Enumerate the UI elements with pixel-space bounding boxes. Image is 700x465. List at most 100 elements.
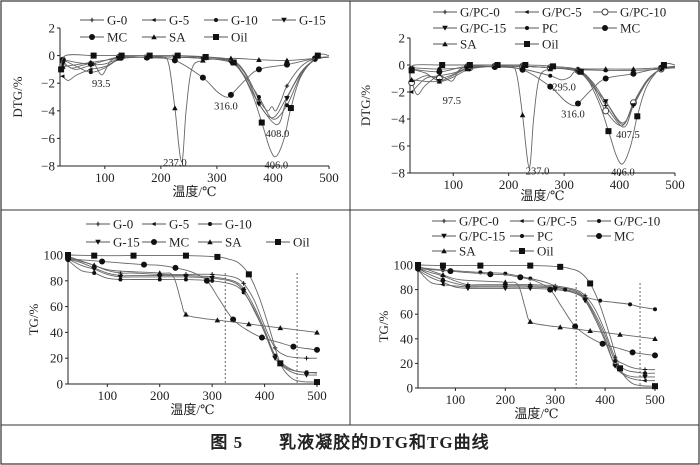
data-point (314, 346, 320, 353)
legend-marker (89, 34, 95, 40)
data-point (557, 324, 563, 330)
y-tick-label: 40 (50, 325, 63, 340)
data-point (582, 298, 588, 304)
x-tick-label: 400 (595, 392, 615, 407)
y-tick-label: 0 (407, 381, 414, 396)
y-axis-label: DTG/% (358, 85, 373, 126)
series-mc (415, 265, 658, 359)
legend-label: G-10 (231, 13, 258, 28)
data-point (90, 52, 97, 59)
series-line (60, 53, 330, 158)
x-tick-label: 500 (645, 392, 665, 407)
legend-item: Oil (510, 244, 554, 259)
legend-item: Oil (266, 235, 310, 250)
x-axis-label: 温度/℃ (514, 406, 558, 421)
data-point (547, 83, 554, 90)
x-tick-label: 100 (98, 388, 118, 403)
data-point (241, 281, 246, 286)
data-point (602, 107, 610, 115)
data-point (630, 70, 637, 77)
y-tick-label: −6 (391, 139, 405, 154)
y-tick-label: 2 (399, 31, 406, 46)
data-point (209, 275, 215, 282)
legend-label: SA (169, 30, 186, 45)
y-tick-label: 60 (50, 299, 63, 314)
data-point (118, 52, 125, 59)
y-tick-label: −4 (41, 103, 55, 118)
data-point (642, 378, 647, 383)
series-oil (58, 52, 330, 158)
legend-marker (95, 239, 101, 245)
data-point (60, 74, 65, 79)
data-point (557, 263, 564, 270)
legend-item: G-10 (204, 13, 258, 28)
data-point (256, 95, 261, 99)
data-point (91, 262, 98, 268)
legend-marker (89, 17, 95, 23)
x-tick-label: 400 (255, 388, 275, 403)
data-point (272, 355, 278, 361)
data-point (256, 56, 262, 62)
series-line (417, 268, 656, 356)
y-tick-label: 0 (49, 48, 56, 63)
data-point (228, 55, 234, 61)
legend-label: G-0 (113, 217, 133, 232)
data-point (202, 53, 209, 60)
peak-annotation: 406.0 (265, 161, 289, 172)
series-sa (65, 253, 320, 335)
data-point (214, 253, 221, 260)
legend-label: PC (542, 21, 558, 36)
data-point (464, 66, 470, 72)
data-point (550, 63, 557, 70)
data-point (230, 316, 237, 323)
legend-marker (151, 222, 156, 226)
legend-label: Oil (537, 244, 554, 259)
data-point (436, 78, 443, 84)
data-point (156, 274, 163, 280)
legend-item: SA (432, 244, 476, 259)
x-axis-label: 温度/℃ (170, 402, 214, 417)
data-point (284, 57, 290, 63)
data-point (246, 321, 252, 327)
x-tick-label: 300 (545, 392, 565, 407)
legend-item: G-10 (198, 217, 252, 232)
x-tick-label: 300 (554, 177, 574, 192)
series-line (67, 258, 318, 376)
data-point (314, 379, 320, 386)
data-point (171, 57, 178, 64)
data-point (415, 262, 421, 268)
legend-marker (208, 222, 212, 226)
data-point (502, 286, 509, 292)
y-tick-label: 100 (44, 248, 64, 263)
data-point (487, 271, 494, 278)
peak-annotation: 406.0 (611, 168, 635, 179)
data-point (130, 252, 137, 259)
legend-label: SA (225, 235, 242, 250)
data-point (630, 103, 637, 109)
x-tick-label: 400 (263, 170, 283, 185)
legend-item: G-15 (86, 235, 140, 250)
legend-item: G-0 (86, 217, 133, 232)
legend-label: G/PC-15 (459, 229, 505, 244)
data-point (314, 329, 320, 335)
data-point (447, 268, 454, 275)
series-line (417, 268, 656, 374)
legend-marker (151, 34, 157, 40)
legend-marker (151, 18, 156, 22)
legend-marker (520, 234, 524, 238)
legend-label: G-5 (169, 13, 189, 28)
data-point (522, 62, 529, 68)
data-point (613, 358, 618, 363)
x-tick-label: 200 (150, 388, 170, 403)
x-tick-label: 100 (446, 392, 466, 407)
data-point (439, 62, 446, 68)
series-oil (415, 262, 658, 390)
legend-marker (596, 233, 602, 239)
chart-panel-1: 100 200 300 400 500 2 0 −2 −4 −6 −8 温度/℃ DTG/% 93.5 23… (10, 13, 339, 200)
legend-item: G/PC-0 (433, 5, 500, 20)
y-tick-label: 2 (49, 21, 56, 36)
legend-label: G-0 (107, 13, 127, 28)
data-point (174, 52, 181, 59)
